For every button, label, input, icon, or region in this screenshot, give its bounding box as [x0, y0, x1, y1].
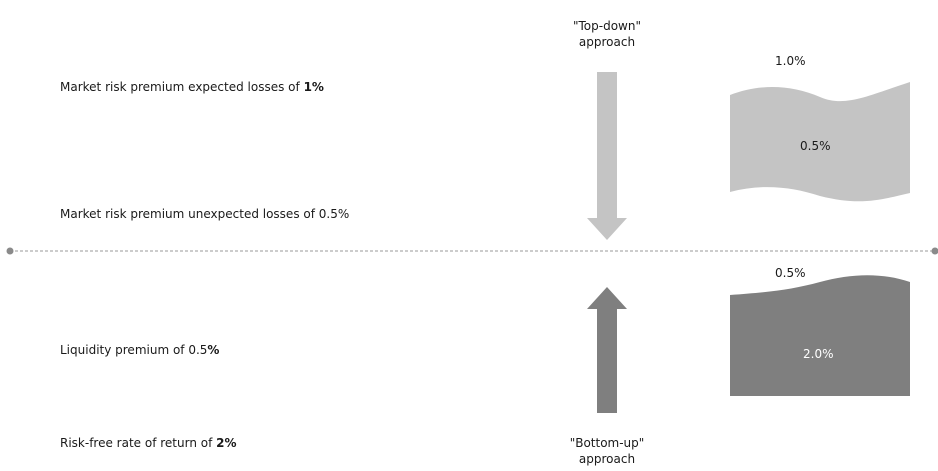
label-risk-free: Risk-free rate of return of 2% [60, 436, 237, 450]
divider-left-dot [6, 247, 14, 255]
label-risk-free-text: Risk-free rate of return of [60, 436, 217, 450]
upper-block-inner-label: 0.5% [800, 139, 831, 153]
label-market-unexpected: Market risk premium unexpected losses of… [60, 207, 349, 221]
label-liquidity-value: % [207, 343, 220, 357]
bottom-up-caption: "Bottom-up" approach [552, 435, 662, 467]
top-down-caption: "Top-down" approach [552, 18, 662, 50]
top-down-caption-line1: "Top-down" [573, 19, 641, 33]
label-market-expected-text: Market risk premium expected losses of [60, 80, 304, 94]
label-liquidity-text: Liquidity premium of 0.5 [60, 343, 208, 357]
label-liquidity: Liquidity premium of 0.5% [60, 343, 219, 357]
lower-block-top-label: 0.5% [775, 266, 806, 280]
label-market-expected-value: 1% [303, 80, 324, 94]
label-market-unexpected-text: Market risk premium unexpected losses of… [60, 207, 350, 221]
divider-right-dot [931, 247, 938, 255]
bottom-up-arrow [587, 287, 627, 413]
bottom-up-caption-line1: "Bottom-up" [569, 436, 645, 450]
lower-premium-block [730, 275, 910, 396]
lower-block-inner-label: 2.0% [803, 347, 834, 361]
top-down-caption-line2: approach [578, 35, 636, 49]
upper-premium-block [730, 82, 910, 202]
upper-block-top-label: 1.0% [775, 54, 806, 68]
label-market-expected: Market risk premium expected losses of 1… [60, 80, 324, 94]
bottom-up-caption-line2: approach [578, 452, 636, 466]
top-down-arrow [587, 72, 627, 240]
label-risk-free-value: 2% [216, 436, 237, 450]
